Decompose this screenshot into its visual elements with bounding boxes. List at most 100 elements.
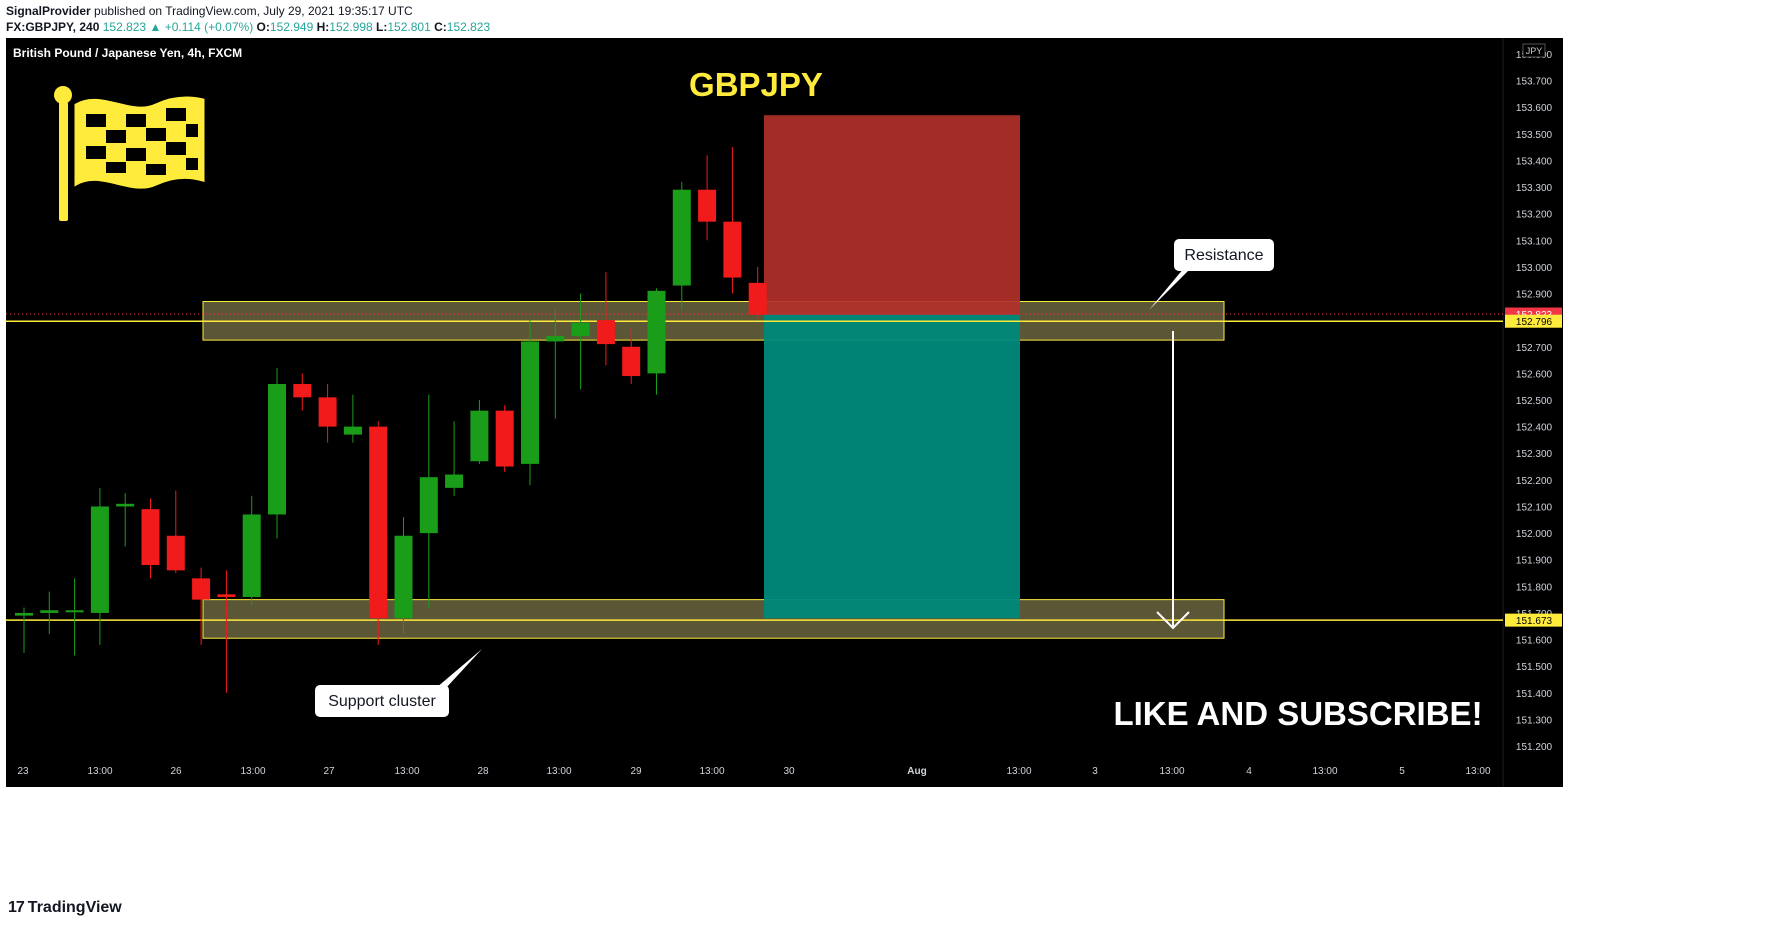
candle[interactable] — [622, 328, 641, 385]
price-tick-label: 152.200 — [1516, 476, 1553, 487]
candle-body[interactable] — [343, 426, 362, 435]
candle[interactable] — [15, 607, 33, 653]
time-tick-label: 3 — [1092, 766, 1098, 777]
time-tick-label: 13:00 — [546, 766, 571, 777]
price-tick-label: 153.400 — [1516, 156, 1553, 167]
candle-body[interactable] — [141, 509, 160, 566]
candle[interactable] — [268, 368, 286, 539]
candle[interactable] — [445, 421, 464, 496]
candle[interactable] — [495, 405, 514, 472]
publisher-name[interactable]: SignalProvider — [6, 4, 91, 18]
candle-body[interactable] — [698, 189, 717, 222]
candle[interactable] — [166, 490, 185, 574]
candle-body[interactable] — [596, 320, 615, 345]
currency-label: JPY — [1526, 46, 1543, 56]
candle-body[interactable] — [622, 346, 641, 377]
candle-body[interactable] — [419, 477, 438, 534]
price-tick-label: 151.500 — [1516, 662, 1553, 673]
candle-body[interactable] — [242, 514, 261, 597]
candle[interactable] — [647, 288, 666, 395]
candles-layer[interactable] — [15, 147, 767, 693]
candle-body[interactable] — [318, 397, 337, 427]
candle-body[interactable] — [166, 535, 185, 571]
candle-body[interactable] — [445, 474, 464, 488]
tradingview-logo-icon: 17 — [8, 899, 25, 916]
candle-body[interactable] — [647, 290, 666, 374]
candle[interactable] — [672, 181, 691, 310]
price-tick-label: 153.200 — [1516, 210, 1553, 221]
candle-body[interactable] — [293, 384, 312, 398]
time-tick-label: 13:00 — [1006, 766, 1031, 777]
candle-body[interactable] — [672, 189, 691, 286]
time-tick-label: 29 — [630, 766, 642, 777]
candle-body[interactable] — [116, 503, 135, 507]
candle-body[interactable] — [571, 322, 590, 337]
time-tick-label: 13:00 — [1159, 766, 1184, 777]
candle[interactable] — [546, 309, 565, 419]
candle-body[interactable] — [748, 282, 767, 315]
currency-badge[interactable]: JPY — [1522, 43, 1546, 58]
tradingview-brand[interactable]: 17 TradingView — [8, 899, 122, 917]
price-tick-label: 152.900 — [1516, 290, 1553, 301]
candle[interactable] — [748, 266, 767, 321]
candle[interactable] — [571, 293, 590, 390]
candle-body[interactable] — [470, 410, 489, 462]
candle[interactable] — [217, 570, 236, 693]
candle[interactable] — [723, 147, 742, 294]
target-arrow[interactable] — [1156, 331, 1190, 630]
symbol-label[interactable]: FX:GBPJPY, 240 — [6, 20, 100, 34]
candle-body[interactable] — [394, 535, 413, 619]
candle[interactable] — [242, 495, 261, 605]
candle[interactable] — [394, 517, 413, 635]
candle[interactable] — [369, 421, 388, 645]
stop-loss-area[interactable] — [764, 115, 1020, 315]
ohlc-low: 152.801 — [387, 20, 431, 34]
candle-body[interactable] — [268, 384, 286, 515]
candle[interactable] — [141, 498, 160, 579]
candle-body[interactable] — [217, 594, 236, 597]
time-tick-label: 28 — [477, 766, 489, 777]
candle-body[interactable] — [521, 341, 539, 464]
candle[interactable] — [318, 384, 337, 443]
chart-title: GBPJPY — [689, 66, 823, 103]
time-tick-label: 23 — [17, 766, 29, 777]
candle-body[interactable] — [369, 426, 388, 619]
candle[interactable] — [470, 400, 489, 464]
take-profit-area[interactable] — [764, 314, 1020, 619]
candle[interactable] — [40, 591, 59, 635]
candle[interactable] — [419, 394, 438, 608]
price-chart[interactable]: 153.800153.700153.600153.500153.400153.3… — [6, 38, 1563, 787]
candle[interactable] — [343, 394, 362, 443]
price-tick-label: 151.300 — [1516, 715, 1553, 726]
candle[interactable] — [90, 487, 109, 645]
price-tick-label: 153.000 — [1516, 263, 1553, 274]
candle-body[interactable] — [90, 506, 109, 613]
candle-body[interactable] — [65, 610, 84, 613]
support-callout[interactable]: Support cluster — [315, 649, 482, 717]
resistance-callout[interactable]: Resistance — [1149, 239, 1274, 310]
candle-body[interactable] — [192, 578, 211, 600]
support-zone[interactable] — [202, 599, 1225, 639]
last-price: 152.823 — [102, 20, 147, 34]
candle[interactable] — [596, 272, 615, 366]
candle[interactable] — [698, 155, 717, 241]
support-price-badge[interactable]: 151.673 — [1505, 613, 1562, 628]
candle-body[interactable] — [495, 410, 514, 467]
candle[interactable] — [293, 373, 312, 411]
price-tick-label: 152.700 — [1516, 343, 1553, 354]
candle[interactable] — [192, 567, 211, 645]
resistance-price-badge[interactable]: 152.796 — [1505, 314, 1562, 329]
price-tick-label: 151.900 — [1516, 556, 1553, 567]
candle-body[interactable] — [40, 610, 59, 613]
time-tick-label: 13:00 — [1312, 766, 1337, 777]
time-tick-label: 13:00 — [394, 766, 419, 777]
time-tick-label: 13:00 — [87, 766, 112, 777]
candle-body[interactable] — [546, 336, 565, 342]
support-price-badge-bg — [1505, 613, 1562, 627]
candle-body[interactable] — [723, 221, 742, 278]
candle[interactable] — [116, 493, 135, 547]
candle-body[interactable] — [15, 612, 33, 616]
candle[interactable] — [521, 320, 539, 486]
candle[interactable] — [65, 578, 84, 656]
price-tick-label: 151.600 — [1516, 636, 1553, 647]
